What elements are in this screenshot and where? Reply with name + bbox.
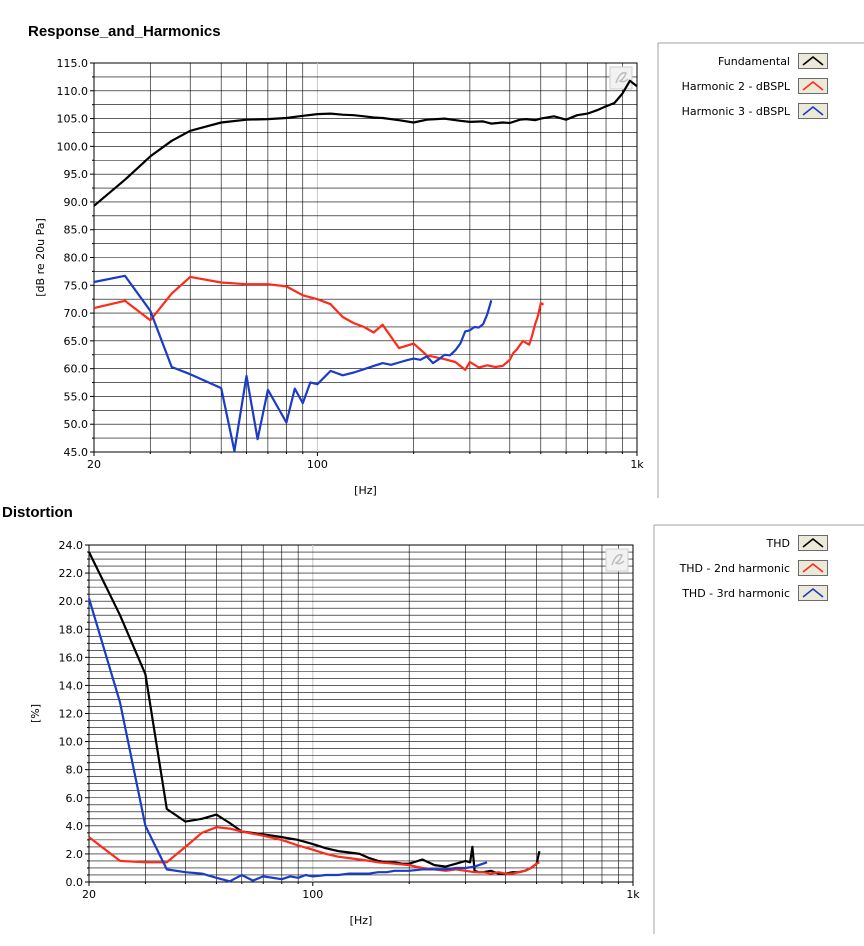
y-tick-label: 2.0 [66,848,84,861]
y-tick-label: 100.0 [57,140,89,153]
y-tick-label: 24.0 [59,539,84,552]
graph-palette-icon [605,548,629,572]
legend-label: Fundamental [718,54,790,68]
series-line-fundamental [93,79,638,207]
y-tick-label: 18.0 [59,623,84,636]
graph-palette-icon-glyph [611,553,625,566]
y-tick-label: 70.0 [64,307,89,320]
x-tick-label: 100 [302,888,323,901]
legend-label: Harmonic 3 - dBSPL [681,104,790,118]
y-tick-label: 115.0 [57,57,89,70]
x-tick-label: 20 [87,458,101,471]
y-tick-label: 0.0 [66,876,84,889]
grid-lines [89,545,633,882]
legend-item-harmonic-3[interactable]: Harmonic 3 - dBSPL [682,100,828,122]
series-line-thd-2nd [88,826,540,875]
y-tick-label: 45.0 [64,446,89,459]
y-tick-label: 55.0 [64,390,89,403]
legend-label: THD - 2nd harmonic [679,561,790,575]
legend-swatch-red-icon [798,560,828,576]
legend-item-thd-3rd[interactable]: THD - 3rd harmonic [682,582,828,604]
y-tick-label: 8.0 [66,764,84,777]
legend-item-harmonic-2[interactable]: Harmonic 2 - dBSPL [682,75,828,97]
y-axis-label: [dB re 20u Pa] [34,218,47,297]
x-tick-label: 100 [307,458,328,471]
y-tick-label: 75.0 [64,279,89,292]
y-tick-label: 50.0 [64,418,89,431]
y-tick-label: 10.0 [59,736,84,749]
y-tick-label: 90.0 [64,196,89,209]
legend-label: THD [766,536,790,550]
y-axis-label: [%] [29,704,42,723]
x-tick-label: 1k [630,458,644,471]
series-line-harmonic-2 [93,275,545,371]
legend-item-thd-2nd[interactable]: THD - 2nd harmonic [680,557,828,579]
y-tick-label: 22.0 [59,567,84,580]
y-tick-label: 85.0 [64,224,89,237]
x-tick-label: 1k [626,888,640,901]
y-tick-label: 14.0 [59,679,84,692]
x-tick-label: 20 [82,888,96,901]
x-axis-label: [Hz] [354,484,377,497]
legend-item-thd[interactable]: THD [767,532,828,554]
y-tick-label: 95.0 [64,168,89,181]
legend-swatch-black-icon [798,53,828,69]
y-tick-label: 6.0 [66,792,84,805]
legend-label: Harmonic 2 - dBSPL [681,79,790,93]
graph-palette-icon-glyph [615,71,629,84]
legend-swatch-blue-icon [798,585,828,601]
y-tick-label: 110.0 [57,85,89,98]
graph-palette-icon [609,66,633,90]
y-tick-label: 12.0 [59,708,84,721]
chart-title-distortion: Distortion [2,504,73,521]
series-line-harmonic-3 [93,274,493,452]
y-tick-label: 105.0 [57,113,89,126]
legend-item-fundamental[interactable]: Fundamental [718,50,828,72]
y-tick-label: 60.0 [64,363,89,376]
legend-swatch-red-icon [798,78,828,94]
y-tick-label: 80.0 [64,252,89,265]
series-line-thd-3rd [87,598,488,883]
y-tick-label: 65.0 [64,335,89,348]
legend-label: THD - 3rd harmonic [682,586,790,600]
graph-palette-icon-bg [609,66,633,90]
legend-swatch-blue-icon [798,103,828,119]
y-tick-label: 4.0 [66,820,84,833]
graph-palette-icon-bg [605,548,629,572]
y-tick-label: 20.0 [59,595,84,608]
legend-swatch-black-icon [798,535,828,551]
x-axis-label: [Hz] [350,914,373,927]
chart-title-response: Response_and_Harmonics [28,23,221,40]
y-tick-label: 16.0 [59,651,84,664]
